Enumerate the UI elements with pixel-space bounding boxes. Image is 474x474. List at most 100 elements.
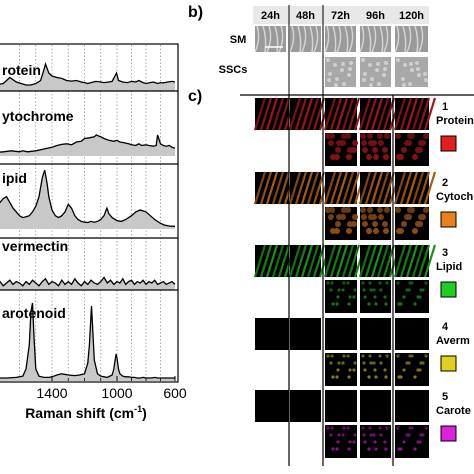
map-signal xyxy=(368,354,372,358)
map-signal xyxy=(341,433,345,437)
map-signal xyxy=(335,375,339,379)
map-signal xyxy=(336,368,340,372)
plot-frame xyxy=(0,43,179,383)
spectrum-label: ytochrome xyxy=(2,108,74,124)
map-signal xyxy=(360,207,366,213)
map-signal xyxy=(366,154,372,160)
map-signal xyxy=(377,207,383,213)
map-cell-ssc xyxy=(325,425,357,458)
map-signal xyxy=(323,97,337,131)
map-signal xyxy=(346,228,352,234)
map-signal xyxy=(382,221,388,227)
map-signal xyxy=(417,97,431,131)
map-signal xyxy=(341,171,355,205)
map-signal xyxy=(329,207,335,213)
map-signal xyxy=(383,440,387,444)
map-cell xyxy=(290,390,321,422)
map-signal xyxy=(265,244,279,278)
map-signal xyxy=(329,433,333,437)
map-signal xyxy=(383,295,387,299)
map-signal xyxy=(346,154,352,160)
map-signal xyxy=(413,375,417,379)
panel-c: c) 1 Protein 2 Cytoch 3 Lipid 4 Averm 5 Carote xyxy=(188,5,474,466)
map-signal xyxy=(376,171,390,205)
spectrum-label: arotenoid xyxy=(2,305,66,321)
hyphae-texture xyxy=(414,25,419,53)
row-label-sscs: SSCs xyxy=(219,64,248,76)
map-cell xyxy=(325,390,357,422)
hyphae-texture xyxy=(394,25,400,53)
map-signal xyxy=(379,288,383,292)
map-signal xyxy=(363,440,367,444)
map-signal xyxy=(372,361,376,365)
panel-b-letter: b) xyxy=(188,4,203,21)
map-signal xyxy=(326,426,330,430)
map-signal xyxy=(329,133,335,139)
legend-number: 1 xyxy=(442,101,448,113)
map-signal xyxy=(393,97,407,131)
map-signal xyxy=(323,244,337,278)
map-signal xyxy=(367,133,373,139)
map-signal xyxy=(362,147,368,153)
map-signal xyxy=(367,207,373,213)
map-signal xyxy=(424,281,428,285)
map-signal xyxy=(312,171,326,205)
map-signal xyxy=(360,133,366,139)
map-signal xyxy=(288,97,302,131)
map-signal xyxy=(294,97,308,131)
map-signal xyxy=(378,140,384,146)
map-signal xyxy=(374,447,378,451)
map-signal xyxy=(340,214,346,220)
map-signal xyxy=(372,221,378,227)
hyphae-texture xyxy=(254,25,260,53)
spectra-group: rotein ytochrome ipid vermectin arotenoid xyxy=(0,61,176,381)
sm-image-row xyxy=(254,25,428,53)
map-signal xyxy=(331,302,335,306)
map-signal xyxy=(379,433,383,437)
map-signal xyxy=(402,368,406,372)
spectrum-fill xyxy=(0,135,175,156)
map-signal xyxy=(419,433,423,437)
map-signal xyxy=(411,244,425,278)
spore-texture xyxy=(417,73,421,77)
map-signal xyxy=(368,140,374,146)
map-signal xyxy=(330,354,334,358)
map-signal xyxy=(345,133,351,139)
spore-texture xyxy=(335,77,339,81)
legend-label: Carote xyxy=(436,405,471,417)
legend-number: 5 xyxy=(442,391,448,403)
map-signal xyxy=(253,97,267,131)
spore-texture xyxy=(402,83,406,87)
map-signal xyxy=(423,133,429,139)
map-signal xyxy=(277,97,291,131)
map-signal xyxy=(374,302,378,306)
legend-label: Averm xyxy=(436,335,470,347)
map-signal xyxy=(405,288,409,292)
map-cell xyxy=(325,318,357,350)
map-signal xyxy=(312,97,326,131)
ssc-image-row xyxy=(325,57,428,87)
map-signal xyxy=(399,97,413,131)
map-cell-ssc xyxy=(395,280,429,313)
map-signal xyxy=(342,281,346,285)
map-signal xyxy=(347,302,351,306)
x-tick-label: 1000 xyxy=(101,385,132,401)
map-signal xyxy=(396,281,400,285)
map-signal xyxy=(326,281,330,285)
map-signal xyxy=(288,171,302,205)
map-signal xyxy=(384,375,388,379)
spectrum-line xyxy=(0,302,175,379)
map-signal xyxy=(396,354,400,358)
hyphae-texture xyxy=(371,25,377,53)
spore-texture xyxy=(342,82,346,86)
map-signal xyxy=(384,302,388,306)
map-signal xyxy=(334,228,340,234)
map-signal xyxy=(372,433,376,437)
map-signal xyxy=(345,207,351,213)
map-signal xyxy=(362,288,366,292)
map-signal xyxy=(407,133,413,139)
map-signal xyxy=(363,295,367,299)
map-signal xyxy=(277,171,291,205)
legend-label: Lipid xyxy=(436,261,462,273)
map-signal xyxy=(419,288,423,292)
